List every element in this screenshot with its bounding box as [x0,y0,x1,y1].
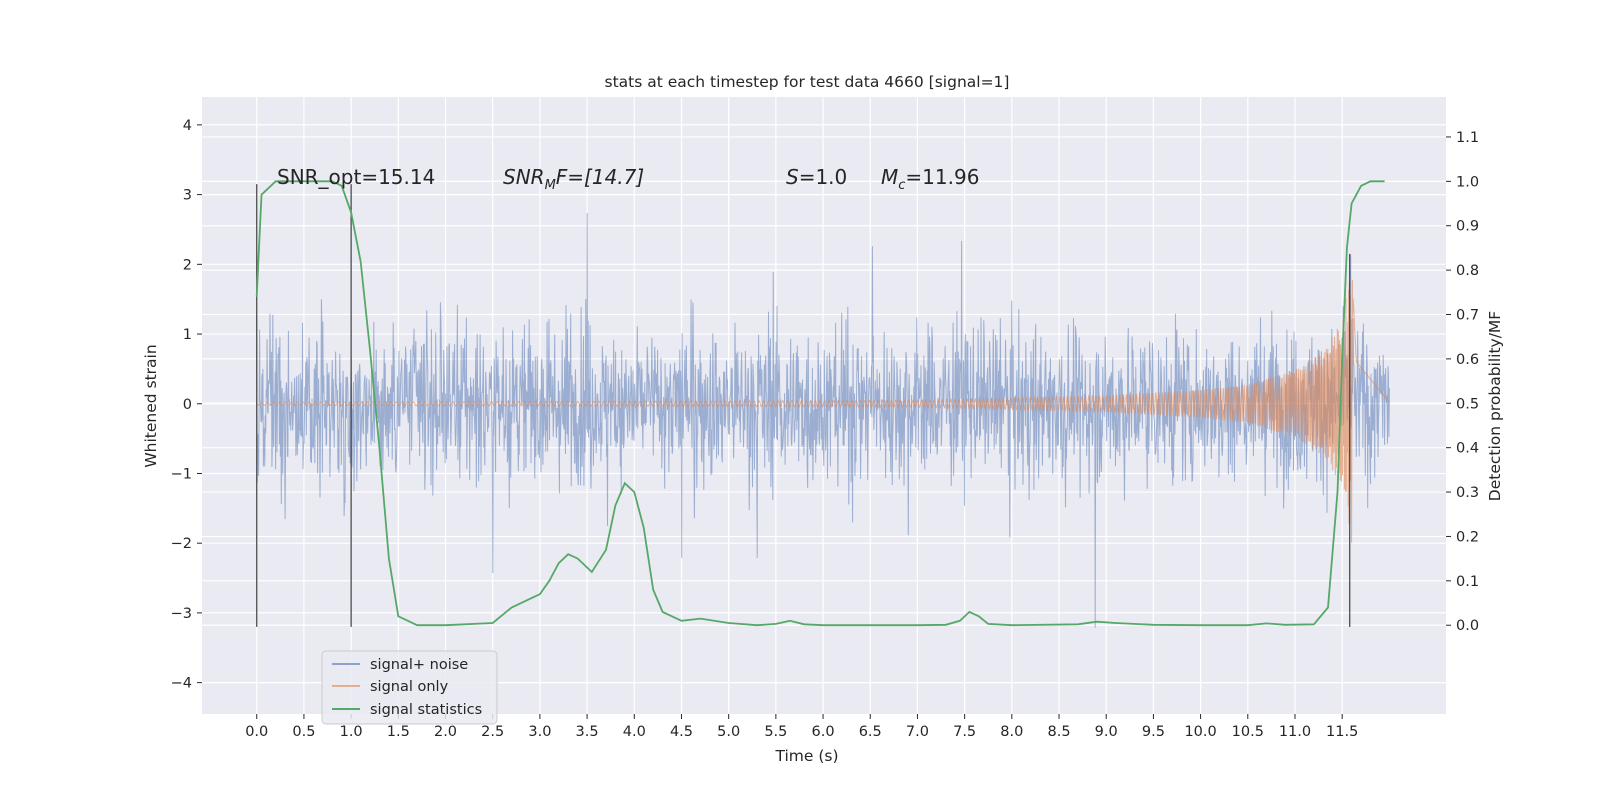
annotation-s: S=1.0 [786,165,847,189]
annotation-snr-mf-base: SNR [503,165,545,189]
x-axis-ticks: 0.0 0.5 1.0 1.5 2.0 2.5 3.0 3.5 4.0 4.5 5.0 5.5 6.0 6… [245,714,1358,740]
x-tick-label: 10.5 [1232,724,1264,740]
y-right-tick-label: 0.4 [1456,441,1479,457]
annotation-snr-mf-sub: M [545,178,556,193]
marker-lines [256,184,1351,627]
annotations: SNR_opt=15.14 SNRMF=[14.7] S=1.0 Mc=11.9… [277,165,979,193]
x-tick-label: 0.0 [245,724,268,740]
y-right-tick-label: 0.2 [1456,529,1479,545]
signal-only-line [256,279,1390,543]
x-tick-label: 2.0 [434,724,457,740]
y-right-tick-label: 0.5 [1456,396,1479,412]
annotation-mc: Mc=11.96 [881,165,979,193]
annotation-s-rest: =1.0 [799,165,848,189]
legend: signal+ noise signal only signal statist… [321,650,498,725]
series-signal-statistics [255,180,1385,627]
legend-label-signal-only: signal only [370,679,449,695]
annotation-snr-opt: SNR_opt=15.14 [277,165,435,189]
annotation-snr-mf-rest: F=[14.7] [556,165,644,189]
x-tick-label: 11.0 [1279,724,1311,740]
x-tick-label: 9.0 [1095,724,1118,740]
y-right-tick-label: 0.9 [1456,219,1479,235]
y-right-tick-label: 1.0 [1456,174,1479,190]
legend-label-signal-noise: signal+ noise [370,657,468,673]
x-tick-label: 4.5 [670,724,693,740]
y-right-tick-label: 0.0 [1456,618,1479,634]
y-right-tick-label: 1.1 [1456,130,1479,146]
x-tick-label: 10.0 [1184,724,1216,740]
x-tick-label: 8.5 [1047,724,1070,740]
x-tick-label: 2.5 [481,724,504,740]
y-axis-ticks: −4 −3 −2 −1 0 1 2 3 4 [171,118,202,692]
y-right-tick-label: 0.3 [1456,485,1479,501]
x-tick-label: 3.5 [576,724,599,740]
x-tick-label: 6.5 [859,724,882,740]
x-tick-label: 9.5 [1142,724,1165,740]
x-tick-label: 7.5 [953,724,976,740]
x-tick-label: 6.0 [812,724,835,740]
y-right-tick-label: 0.1 [1456,574,1479,590]
x-tick-label: 7.0 [906,724,929,740]
y-tick-label: −1 [171,466,192,482]
chart-title: stats at each timestep for test data 466… [605,73,1010,91]
y-right-tick-label: 0.7 [1456,308,1479,324]
y-tick-label: 3 [183,188,192,204]
y-tick-label: 0 [183,397,192,413]
x-tick-label: 1.0 [340,724,363,740]
y-right-axis-label: Detection probability/MF [1486,311,1504,502]
x-tick-label: 8.0 [1000,724,1023,740]
x-tick-label: 1.5 [387,724,410,740]
x-tick-label: 3.0 [528,724,551,740]
annotation-mc-sub: c [898,178,905,193]
y-tick-label: −3 [171,606,192,622]
x-axis-label: Time (s) [774,747,838,765]
x-tick-label: 11.5 [1326,724,1358,740]
y-tick-label: 2 [183,257,192,273]
x-tick-label: 5.0 [717,724,740,740]
y-right-tick-label: 0.8 [1456,263,1479,279]
annotation-mc-base: M [881,165,898,189]
x-tick-label: 4.0 [623,724,646,740]
signal-statistics-line [255,180,1385,627]
y-right-axis-ticks: 0.0 0.1 0.2 0.3 0.4 0.5 0.6 0.7 0.8 0.9 1.0 1.1 [1446,130,1479,634]
legend-label-signal-statistics: signal statistics [370,702,482,718]
y-tick-label: −2 [171,536,192,552]
y-tick-label: 1 [183,327,192,343]
y-axis-label: Whitened strain [142,344,160,467]
x-tick-label: 5.5 [764,724,787,740]
annotation-mc-rest: =11.96 [905,165,979,189]
annotation-snr-mf: SNRMF=[14.7] [503,165,644,193]
x-tick-label: 0.5 [292,724,315,740]
y-tick-label: 4 [183,118,192,134]
y-right-tick-label: 0.6 [1456,352,1479,368]
series-signal-only [256,279,1390,543]
legend-box [321,650,498,725]
y-tick-label: −4 [171,676,192,692]
annotation-s-label: S [786,165,799,189]
